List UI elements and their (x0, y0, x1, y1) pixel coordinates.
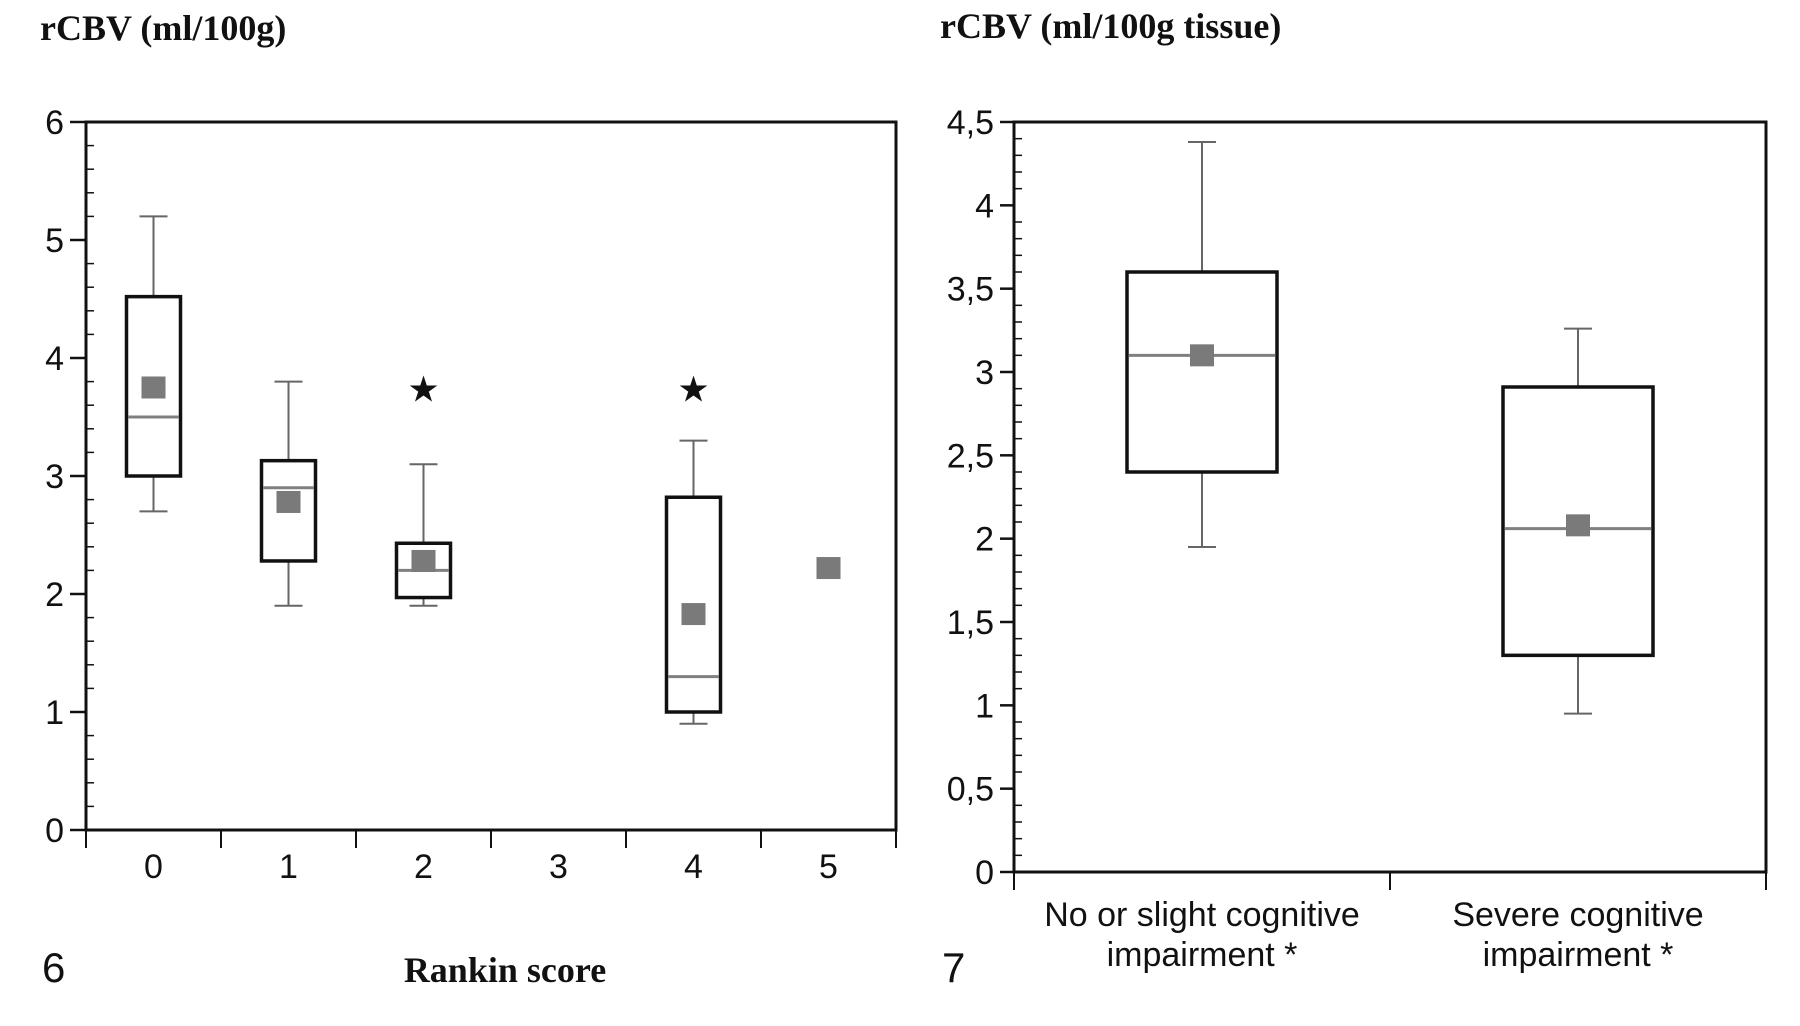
mean-marker-2 (411, 549, 436, 572)
y-tick-label: 1 (45, 694, 64, 732)
y-tick-label: 1,5 (947, 604, 994, 642)
mean-marker-1 (276, 490, 301, 513)
significance-star: ★ (677, 370, 709, 411)
plot-frame-panel-6 (84, 120, 898, 832)
significance-star: ★ (407, 370, 439, 411)
x-tick-label: 2 (414, 848, 433, 886)
y-minor-ticks-panel-7 (1014, 137, 1022, 857)
mean-marker-0 (141, 376, 166, 399)
y-ticks-panel-7: 0 0,5 1 1,5 2 2,5 3 3,5 4 4,5 (947, 104, 1014, 892)
box-0 (1125, 270, 1279, 474)
y-axis-title-panel-6: rCBV (ml/100g) (40, 8, 286, 48)
y-tick-label: 3,5 (947, 271, 994, 309)
panel-label-6: 6 (42, 944, 65, 991)
x-tick-label: 3 (549, 848, 568, 886)
y-tick-label: 0 (975, 854, 994, 892)
panel-label-7: 7 (942, 944, 965, 991)
y-tick-label: 1 (975, 687, 994, 725)
mean-marker-0 (1190, 344, 1214, 367)
y-tick-label: 2 (975, 521, 994, 559)
x-tick-label-line2: impairment * (1107, 936, 1298, 974)
y-tick-label: 3 (45, 458, 64, 496)
mean-marker-4 (681, 603, 706, 626)
y-tick-label: 0 (45, 812, 64, 850)
y-tick-label: 4,5 (947, 104, 994, 142)
mean-marker-1 (1566, 514, 1590, 537)
x-axis-title-panel-6: Rankin score (404, 950, 606, 990)
y-tick-label: 2,5 (947, 437, 994, 475)
y-tick-label: 6 (45, 104, 64, 142)
x-tick-label: 5 (819, 848, 838, 886)
y-tick-label: 5 (45, 222, 64, 260)
x-tick-label-line2: impairment * (1483, 936, 1674, 974)
mean-marker-5 (816, 557, 841, 580)
x-tick-label-line1: Severe cognitive (1452, 896, 1703, 934)
x-ticks-panel-6: 0 1 2 3 4 5 (85, 830, 897, 886)
boxes-panel-6: ★ ★ (124, 215, 841, 725)
y-ticks-panel-6: 0 1 2 3 4 5 6 (45, 104, 86, 850)
x-tick-label-line1: No or slight cognitive (1044, 896, 1360, 934)
y-tick-label: 4 (45, 340, 64, 378)
x-tick-label: 0 (144, 848, 163, 886)
y-axis-title-panel-7: rCBV (ml/100g tissue) (940, 6, 1281, 46)
y-tick-label: 4 (975, 187, 994, 225)
x-tick-label: 4 (684, 848, 703, 886)
boxes-panel-7 (1125, 141, 1655, 715)
chart-panel-7: rCBV (ml/100g tissue) 0 0,5 1 1,5 2 2,5 3 3,5 4 4… (940, 6, 1768, 991)
x-tick-label: 1 (279, 848, 298, 886)
y-minor-ticks-panel-6 (86, 144, 94, 808)
y-tick-label: 2 (45, 576, 64, 614)
y-tick-label: 0,5 (947, 771, 994, 809)
y-tick-label: 3 (975, 354, 994, 392)
